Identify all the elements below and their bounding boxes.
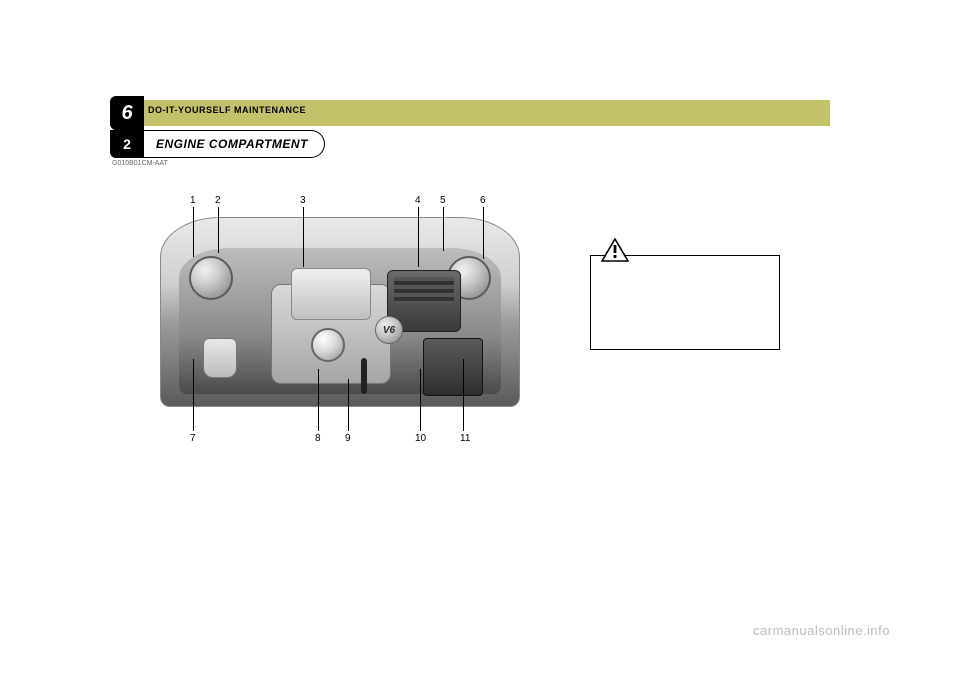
leader-line (303, 207, 304, 267)
leader-line (463, 359, 464, 431)
callout-bottom-7: 7 (190, 433, 196, 444)
callout-top-2: 2 (215, 195, 221, 206)
engine-figure: 1 2 3 4 5 6 V6 7 8 9 10 11 (160, 195, 520, 445)
leader-line (418, 207, 419, 267)
oil-filler-cap (311, 328, 345, 362)
dipstick (361, 358, 367, 394)
callout-top-4: 4 (415, 195, 421, 206)
callout-top-6: 6 (480, 195, 486, 206)
chapter-title: DO-IT-YOURSELF MAINTENANCE (148, 105, 306, 115)
subcode: G010B01CM-AAT (112, 160, 168, 167)
callout-bottom-11: 11 (460, 433, 470, 444)
chapter-number: 6 (110, 96, 144, 130)
leader-line (348, 379, 349, 431)
section-title: ENGINE COMPARTMENT (144, 130, 325, 158)
watermark: carmanualsonline.info (753, 623, 890, 638)
section-tab-row: 2 ENGINE COMPARTMENT (110, 130, 325, 158)
strut-tower-left (189, 256, 233, 300)
leader-line (193, 359, 194, 431)
v6-badge: V6 (375, 316, 403, 344)
callout-bottom-10: 10 (415, 433, 426, 444)
leader-line (218, 207, 219, 253)
warning-icon (601, 238, 629, 262)
battery (423, 338, 483, 396)
caution-box (590, 255, 780, 350)
callout-bottom-9: 9 (345, 433, 351, 444)
page: 6 DO-IT-YOURSELF MAINTENANCE 2 ENGINE CO… (0, 0, 960, 678)
callout-top-3: 3 (300, 195, 306, 206)
leader-line (193, 207, 194, 257)
valve-cover (291, 268, 371, 320)
page-number: 2 (110, 130, 144, 158)
callout-bottom-8: 8 (315, 433, 321, 444)
leader-line (318, 369, 319, 431)
leader-line (443, 207, 444, 251)
callouts-top: 1 2 3 4 5 6 (160, 195, 520, 207)
callout-top-5: 5 (440, 195, 446, 206)
callout-top-1: 1 (190, 195, 196, 206)
engine-bay: V6 (160, 217, 520, 407)
washer-reservoir (203, 338, 237, 378)
leader-line (420, 369, 421, 431)
leader-line (483, 207, 484, 259)
callouts-bottom: 7 8 9 10 11 (160, 433, 520, 445)
